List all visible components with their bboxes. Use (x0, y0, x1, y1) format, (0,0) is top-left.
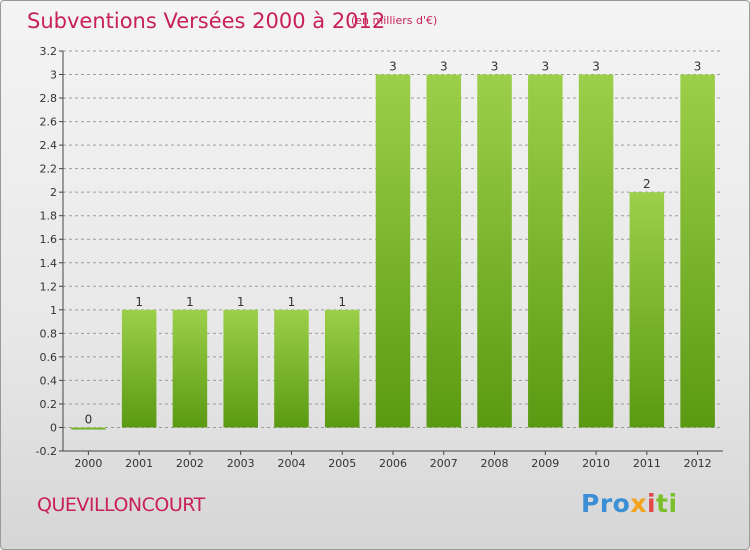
y-tick-label: 1.2 (40, 280, 58, 293)
x-tick-label: 2007 (430, 457, 458, 470)
x-tick-label: 2008 (481, 457, 509, 470)
y-tick-label: 3 (50, 69, 57, 82)
bar (578, 74, 614, 428)
data-label: 0 (85, 412, 93, 426)
commune-name: QUEVILLONCOURT (37, 494, 205, 516)
bar (71, 427, 106, 430)
bars (71, 74, 715, 430)
y-tick-label: 3.2 (40, 45, 58, 58)
data-label: 1 (338, 295, 346, 309)
data-label: 3 (491, 60, 499, 74)
bar (375, 74, 411, 428)
y-tick-label: 0.8 (40, 327, 58, 340)
y-tick-label: 2.2 (40, 163, 58, 176)
labels: 0 1 1 1 1 1 3 3 3 3 3 2 3 (85, 60, 702, 427)
y-tick-label: 2.6 (40, 116, 58, 129)
axes: -0.2 0 0.2 0.4 0.6 0.8 1 1.2 1.4 1.6 1.8 2 2.2 2.4 2.6… (36, 45, 723, 470)
y-tick-label: 1 (50, 304, 57, 317)
data-label: 1 (186, 295, 194, 309)
x-tick-label: 2000 (74, 457, 102, 470)
bar (274, 309, 309, 428)
y-tick-label: -0.2 (36, 445, 57, 458)
data-label: 1 (135, 295, 143, 309)
data-label: 3 (541, 60, 549, 74)
y-tick-label: 0.2 (40, 398, 58, 411)
x-tick-label: 2004 (277, 457, 305, 470)
x-tick-label: 2009 (531, 457, 559, 470)
y-tick-label: 2.4 (40, 139, 58, 152)
data-label: 1 (288, 295, 296, 309)
bar (528, 74, 563, 428)
x-tick-label: 2005 (328, 457, 356, 470)
data-label: 3 (694, 60, 702, 74)
y-tick-label: 1.4 (40, 257, 58, 270)
bar (172, 309, 208, 428)
x-tick-label: 2001 (125, 457, 153, 470)
bar (121, 309, 157, 428)
y-tick-label: 0.6 (40, 351, 58, 364)
y-tick-label: 1.6 (40, 233, 58, 246)
bar (324, 309, 360, 428)
x-tick-label: 2003 (227, 457, 255, 470)
data-label: 3 (592, 60, 600, 74)
y-tick-label: 0.4 (40, 374, 58, 387)
y-tick-label: 2.8 (40, 92, 58, 105)
data-label: 2 (643, 177, 651, 191)
data-label: 3 (389, 60, 397, 74)
bar (680, 74, 715, 428)
y-tick-label: 2 (50, 186, 57, 199)
x-tick-label: 2006 (379, 457, 407, 470)
x-tick-label: 2002 (176, 457, 204, 470)
bar (426, 74, 462, 428)
bar (223, 309, 258, 428)
y-tick-label: 1.8 (40, 210, 58, 223)
x-tick-label: 2010 (582, 457, 610, 470)
data-label: 3 (440, 60, 448, 74)
data-label: 1 (237, 295, 245, 309)
chart-subtitle: (en milliers d'€) (351, 14, 438, 27)
proxiti-logo[interactable]: Proxiti (581, 489, 678, 518)
bar (477, 74, 512, 428)
x-tick-label: 2012 (684, 457, 712, 470)
x-tick-label: 2011 (633, 457, 661, 470)
chart-title: Subventions Versées 2000 à 2012 (27, 9, 386, 33)
y-tick-label: 0 (50, 421, 57, 434)
bar (629, 192, 665, 428)
